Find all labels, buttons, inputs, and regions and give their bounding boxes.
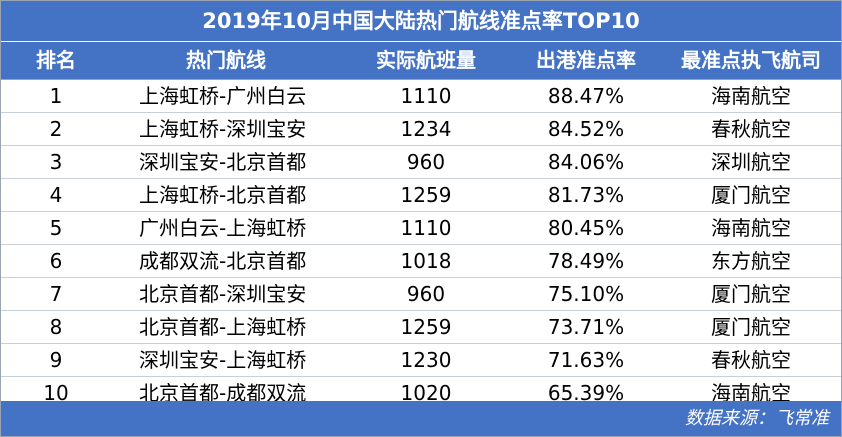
otp-cell: 81.73% xyxy=(547,183,625,207)
airline-cell: 东方航空 xyxy=(711,249,791,273)
otp-cell: 75.10% xyxy=(547,282,625,306)
table-header: 排名 热门航线 实际航班量 出港准点率 最准点执飞航司 xyxy=(1,42,841,80)
rank-cell: 8 xyxy=(49,315,63,339)
route-cell: 上海虹桥-广州白云 xyxy=(139,84,307,108)
flights-cell: 1230 xyxy=(400,348,452,372)
airline-cell: 海南航空 xyxy=(711,84,791,108)
rank-cell: 2 xyxy=(49,117,63,141)
airline-cell: 春秋航空 xyxy=(711,117,791,141)
flights-cell: 1110 xyxy=(400,216,452,240)
flights-cell: 1018 xyxy=(400,249,452,273)
header-airline: 最准点执飞航司 xyxy=(681,48,821,72)
header-flights: 实际航班量 xyxy=(376,48,476,72)
airline-cell: 厦门航空 xyxy=(711,282,791,306)
otp-cell: 78.49% xyxy=(547,249,625,273)
rank-cell: 3 xyxy=(49,150,63,174)
data-source-footer: 数据来源：飞常准 xyxy=(1,401,841,436)
flights-cell: 1110 xyxy=(400,84,452,108)
airline-cell: 厦门航空 xyxy=(711,315,791,339)
route-cell: 北京首都-上海虹桥 xyxy=(139,315,307,339)
table-title: 2019年10月中国大陆热门航线准点率TOP10 xyxy=(1,1,841,42)
table-row: 7 北京首都-深圳宝安 960 75.10% 厦门航空 xyxy=(1,278,841,311)
table-row: 4 上海虹桥-北京首都 1259 81.73% 厦门航空 xyxy=(1,179,841,212)
airline-cell: 深圳航空 xyxy=(711,150,791,174)
route-cell: 上海虹桥-北京首都 xyxy=(139,183,307,207)
otp-cell: 84.52% xyxy=(547,117,625,141)
otp-cell: 71.63% xyxy=(547,348,625,372)
route-cell: 深圳宝安-北京首都 xyxy=(139,150,307,174)
header-otp: 出港准点率 xyxy=(536,48,636,72)
header-route: 热门航线 xyxy=(186,48,266,72)
airline-cell: 厦门航空 xyxy=(711,183,791,207)
rank-cell: 6 xyxy=(49,249,63,273)
table-row: 2 上海虹桥-深圳宝安 1234 84.52% 春秋航空 xyxy=(1,113,841,146)
flights-cell: 960 xyxy=(406,282,446,306)
rank-cell: 5 xyxy=(49,216,63,240)
table-row: 1 上海虹桥-广州白云 1110 88.47% 海南航空 xyxy=(1,80,841,113)
flights-cell: 1259 xyxy=(400,315,452,339)
table-row: 3 深圳宝安-北京首都 960 84.06% 深圳航空 xyxy=(1,146,841,179)
route-cell: 深圳宝安-上海虹桥 xyxy=(139,348,307,372)
route-cell: 上海虹桥-深圳宝安 xyxy=(139,117,307,141)
airline-cell: 海南航空 xyxy=(711,216,791,240)
rank-cell: 7 xyxy=(49,282,63,306)
rank-cell: 9 xyxy=(49,348,63,372)
flights-cell: 1234 xyxy=(400,117,452,141)
table-row: 5 广州白云-上海虹桥 1110 80.45% 海南航空 xyxy=(1,212,841,245)
table-row: 9 深圳宝安-上海虹桥 1230 71.63% 春秋航空 xyxy=(1,344,841,377)
otp-cell: 73.71% xyxy=(547,315,625,339)
otp-cell: 88.47% xyxy=(547,84,625,108)
table-body: 1 上海虹桥-广州白云 1110 88.47% 海南航空 2 上海虹桥-深圳宝安… xyxy=(1,80,841,405)
route-cell: 北京首都-深圳宝安 xyxy=(139,282,307,306)
flights-cell: 1259 xyxy=(400,183,452,207)
route-cell: 广州白云-上海虹桥 xyxy=(139,216,307,240)
airline-cell: 春秋航空 xyxy=(711,348,791,372)
flights-cell: 960 xyxy=(406,150,446,174)
route-cell: 成都双流-北京首都 xyxy=(139,249,307,273)
rank-cell: 4 xyxy=(49,183,63,207)
otp-cell: 80.45% xyxy=(547,216,625,240)
header-rank: 排名 xyxy=(36,48,76,72)
rank-cell: 1 xyxy=(49,84,63,108)
table-row: 6 成都双流-北京首都 1018 78.49% 东方航空 xyxy=(1,245,841,278)
otp-cell: 84.06% xyxy=(547,150,625,174)
table-row: 8 北京首都-上海虹桥 1259 73.71% 厦门航空 xyxy=(1,311,841,344)
